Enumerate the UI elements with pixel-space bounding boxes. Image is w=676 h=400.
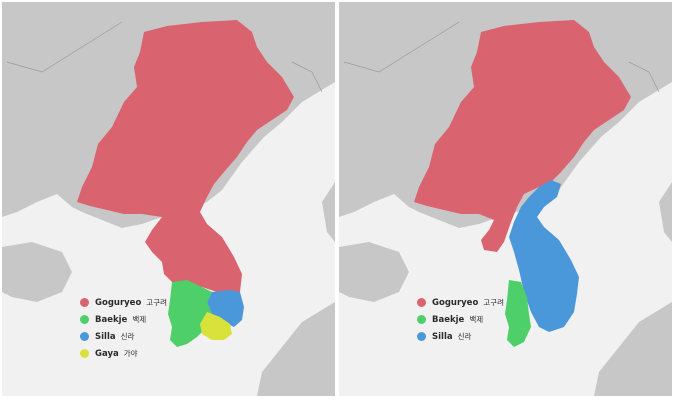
map-panel-left: Goguryeo 고구려 Baekje 백제 Silla 신라 Gaya 가야 xyxy=(2,2,335,396)
legend-item-baekje: Baekje 백제 xyxy=(417,311,504,328)
legend-swatch xyxy=(80,349,89,358)
legend-hangul: 가야 xyxy=(123,349,138,358)
silla-territory xyxy=(207,290,244,327)
legend-label: Silla xyxy=(95,331,116,342)
legend-swatch xyxy=(80,332,89,341)
legend-hangul: 백제 xyxy=(469,315,484,324)
legend-label: Goguryeo xyxy=(95,297,142,308)
legend-item-silla: Silla 신라 xyxy=(80,328,167,345)
japan-north xyxy=(659,182,672,242)
legend-left: Goguryeo 고구려 Baekje 백제 Silla 신라 Gaya 가야 xyxy=(80,294,167,362)
legend-hangul: 백제 xyxy=(132,315,147,324)
legend-item-silla: Silla 신라 xyxy=(417,328,504,345)
legend-label: Baekje xyxy=(95,314,128,325)
legend-label: Gaya xyxy=(95,348,119,359)
legend-item-gaya: Gaya 가야 xyxy=(80,345,167,362)
goguryeo-territory xyxy=(414,20,631,252)
legend-swatch xyxy=(80,315,89,324)
japan-north xyxy=(322,182,335,242)
legend-swatch xyxy=(80,298,89,307)
baekje-territory xyxy=(505,280,531,347)
legend-item-goguryeo: Goguryeo 고구려 xyxy=(80,294,167,311)
legend-label: Baekje xyxy=(432,314,465,325)
goguryeo-territory xyxy=(77,20,294,297)
map-graphic-right xyxy=(339,2,672,396)
japan-landmass xyxy=(257,302,335,396)
border-line xyxy=(6,21,123,73)
legend-hangul: 신라 xyxy=(457,332,472,341)
gaya-territory xyxy=(200,312,232,340)
border-line xyxy=(628,61,660,93)
legend-hangul: 신라 xyxy=(120,332,135,341)
border-line xyxy=(291,61,323,93)
shandong-landmass xyxy=(339,242,409,302)
legend-swatch xyxy=(417,332,426,341)
shandong-landmass xyxy=(2,242,72,302)
legend-swatch xyxy=(417,315,426,324)
silla-territory xyxy=(509,180,579,332)
japan-landmass xyxy=(594,302,672,396)
map-graphic-left xyxy=(2,2,335,396)
legend-right: Goguryeo 고구려 Baekje 백제 Silla 신라 xyxy=(417,294,504,345)
legend-label: Goguryeo xyxy=(432,297,479,308)
legend-hangul: 고구려 xyxy=(483,298,504,307)
border-line xyxy=(343,21,460,73)
legend-hangul: 고구려 xyxy=(146,298,167,307)
baekje-territory xyxy=(168,280,212,347)
legend-item-goguryeo: Goguryeo 고구려 xyxy=(417,294,504,311)
legend-item-baekje: Baekje 백제 xyxy=(80,311,167,328)
legend-label: Silla xyxy=(432,331,453,342)
legend-swatch xyxy=(417,298,426,307)
map-panel-right: Goguryeo 고구려 Baekje 백제 Silla 신라 xyxy=(339,2,672,396)
